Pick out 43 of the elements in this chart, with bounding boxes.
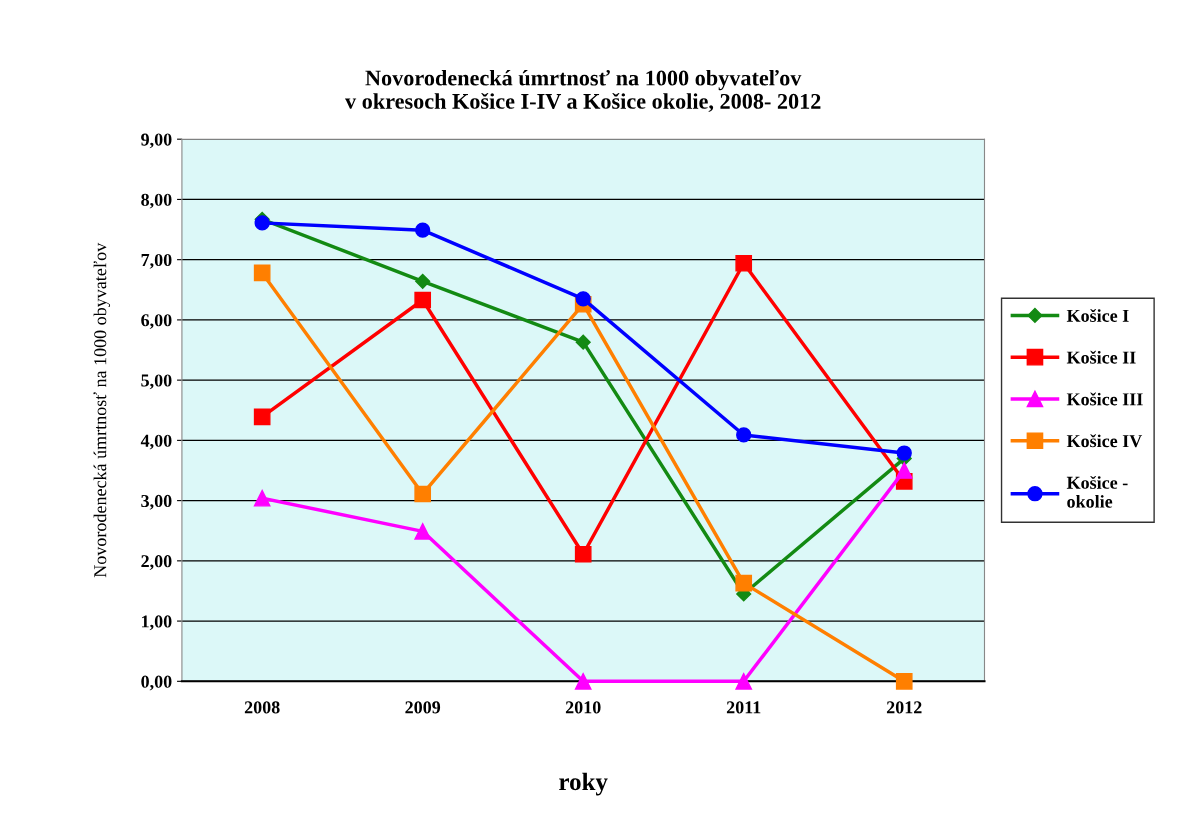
point (254, 215, 270, 231)
point (895, 462, 913, 479)
y-tick-label: 8,00 (141, 193, 172, 209)
point (575, 291, 591, 307)
point (896, 445, 912, 461)
legend-label: Košice II (1066, 350, 1136, 364)
point (415, 273, 431, 289)
y-tick-label: 0,00 (141, 675, 172, 691)
point (735, 574, 753, 592)
y-tick-label: 7,00 (141, 253, 172, 269)
point (735, 672, 753, 690)
point (574, 545, 592, 563)
legend-label: Košice III (1066, 392, 1143, 406)
chart-title: Novorodenecká úmrtnosť na 1000 obyvateľov v okresoch Košice I-IV a Košice okolie, 2008- 2012 (345, 69, 821, 113)
point (735, 254, 753, 272)
point (736, 427, 752, 443)
x-tick-label: 2011 (726, 701, 761, 714)
point (574, 672, 592, 690)
y-tick-label: 1,00 (142, 615, 172, 631)
x-tick-label: 2009 (405, 701, 441, 714)
point (253, 489, 271, 507)
x-tick-label: 2008 (244, 701, 280, 714)
point (414, 291, 432, 309)
legend-label: Košice I (1066, 309, 1129, 322)
y-tick-label: 2,00 (141, 555, 172, 570)
legend-label: Košice IV (1066, 434, 1143, 448)
point (414, 485, 432, 503)
y-tick-label: 5,00 (141, 374, 172, 390)
y-tick-label: 9,00 (141, 133, 172, 149)
point (414, 522, 432, 540)
point (415, 222, 431, 238)
point (253, 264, 271, 282)
legend-label: Košice - okolie (1066, 475, 1128, 508)
y-tick-label: 4,00 (140, 434, 172, 450)
point (253, 408, 271, 426)
y-tick-label: 3,00 (141, 494, 172, 510)
x-tick-label: 2010 (565, 701, 601, 714)
y-tick-label: 6,00 (141, 314, 172, 329)
point (895, 672, 913, 690)
point (575, 334, 591, 350)
y-axis-title: Novorodenecká úmrtnosť na 1000 obyvateľov (93, 242, 111, 578)
x-axis-title: roky (559, 772, 608, 796)
x-tick-label: 2012 (886, 701, 922, 714)
